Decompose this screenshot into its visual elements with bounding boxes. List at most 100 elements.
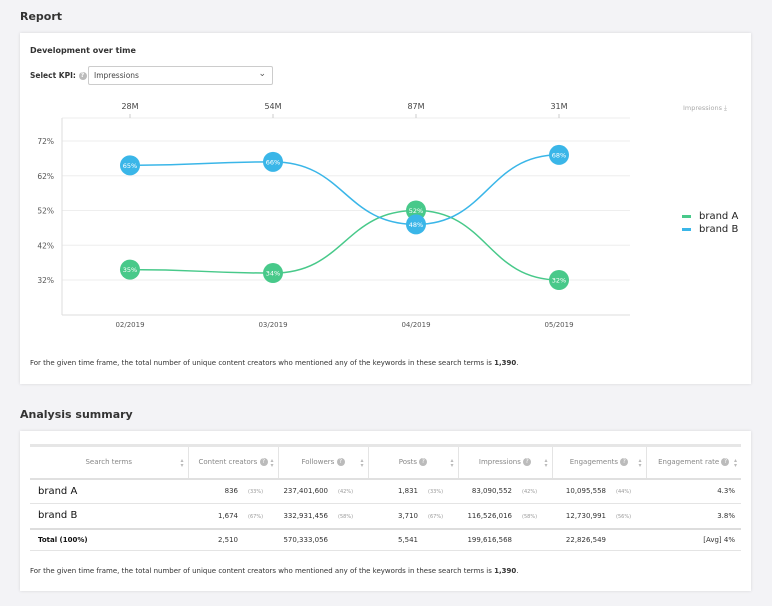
analysis-card: Search terms ▴ ▾ Content creators ? ▴ ▾ Follow… xyxy=(20,431,751,591)
cell-value: 570,333,056 xyxy=(283,535,328,544)
table-cell: 5,541 xyxy=(368,527,458,551)
note-suffix: . xyxy=(516,359,519,367)
cell-share: (67%) xyxy=(428,513,444,520)
kpi-select[interactable]: Impressions ⌄ xyxy=(88,66,273,85)
column-header[interactable]: Engagement rate ? ▴ ▾ xyxy=(646,444,741,480)
chart-legend: brand A brand B xyxy=(682,210,738,236)
data-point xyxy=(263,151,283,172)
cell-value: 3.8% xyxy=(717,511,735,520)
line-chart: 72% 62% 52% 42% 32% 02/2019 28M 03/2019 54M 04/20… xyxy=(37,102,630,329)
row-name: Total (100%) xyxy=(30,527,188,551)
x-tick-label: 03/2019 xyxy=(258,321,287,329)
row-name: brand B xyxy=(30,503,188,529)
legend-swatch xyxy=(682,215,691,218)
development-card: Development over time Select KPI: ? Impr… xyxy=(20,33,751,384)
cell-share: (58%) xyxy=(338,513,354,520)
header-label: Impressions xyxy=(478,458,521,467)
cell-share: (56%) xyxy=(616,513,632,520)
sort-icon[interactable]: ▴ ▾ xyxy=(270,457,274,469)
cell-value: 83,090,552 xyxy=(471,487,512,496)
top-value-label: 28M xyxy=(121,102,138,111)
table-cell: 3.8% xyxy=(646,503,741,529)
legend-swatch xyxy=(682,228,691,231)
table-cell: 570,333,056 xyxy=(278,527,368,551)
cell-value: 332,931,456 xyxy=(283,511,328,520)
cell-value: 1,831 xyxy=(397,487,418,496)
export-label: Impressions xyxy=(683,104,722,112)
info-icon[interactable]: ? xyxy=(620,458,629,467)
data-point xyxy=(120,259,140,280)
note-text: For the given time frame, the total numb… xyxy=(30,567,495,575)
development-note: For the given time frame, the total numb… xyxy=(30,359,518,367)
report-title: Report xyxy=(20,10,63,23)
y-tick-label: 72% xyxy=(37,137,54,146)
y-tick-label: 32% xyxy=(37,276,54,285)
table-cell: 237,401,600 (42%) xyxy=(278,478,368,504)
kpi-label-text: Select KPI: xyxy=(30,71,76,80)
column-header[interactable]: Engagements ? ▴ ▾ xyxy=(552,444,647,480)
analysis-summary-title: Analysis summary xyxy=(20,408,133,421)
header-label: Search terms xyxy=(85,458,133,467)
data-label: 35% xyxy=(123,266,137,274)
column-header[interactable]: Content creators ? ▴ ▾ xyxy=(188,444,279,480)
header-label: Content creators xyxy=(198,458,258,467)
note-value: 1,390 xyxy=(494,359,517,367)
legend-item-brand-b[interactable]: brand B xyxy=(682,223,738,236)
column-header[interactable]: Posts ? ▴ ▾ xyxy=(368,444,459,480)
table-cell: 332,931,456 (58%) xyxy=(278,503,368,529)
info-icon[interactable]: ? xyxy=(336,458,345,467)
summary-table: Search terms ▴ ▾ Content creators ? ▴ ▾ Follow… xyxy=(30,444,741,551)
sort-icon[interactable]: ▴ ▾ xyxy=(638,457,642,469)
cell-value: 5,541 xyxy=(397,535,418,544)
info-icon[interactable]: ? xyxy=(259,458,268,467)
note-text: For the given time frame, the total numb… xyxy=(30,359,495,367)
data-label: 34% xyxy=(266,270,280,278)
series-line-brand-b xyxy=(129,154,560,226)
cell-value: 116,526,016 xyxy=(467,511,512,520)
legend-label: brand A xyxy=(699,211,739,222)
cell-value: 836 xyxy=(224,487,238,496)
table-cell: 199,616,568 xyxy=(458,527,552,551)
sort-icon[interactable]: ▴ ▾ xyxy=(360,457,364,469)
sort-icon[interactable]: ▴ ▾ xyxy=(450,457,454,469)
note-suffix: . xyxy=(516,567,519,575)
info-icon[interactable]: ? xyxy=(78,72,87,80)
sort-icon[interactable]: ▴ ▾ xyxy=(180,457,184,469)
data-label: 68% xyxy=(552,151,566,159)
total-row: Total (100%) 2,510 570,333,056 5,541 199,616… xyxy=(30,527,741,551)
legend-item-brand-a[interactable]: brand A xyxy=(682,210,738,223)
y-tick-label: 62% xyxy=(37,172,54,181)
info-icon[interactable]: ? xyxy=(523,458,532,467)
column-header[interactable]: Followers ? ▴ ▾ xyxy=(278,444,369,480)
cell-value: [Avg] 4% xyxy=(703,535,735,544)
table-row: brand B 1,674 (67%) 332,931,456 (58%) 3,710 (6… xyxy=(30,503,741,529)
sort-icon[interactable]: ▴ ▾ xyxy=(733,457,737,469)
top-value-label: 54M xyxy=(264,102,281,111)
table-cell: 116,526,016 (58%) xyxy=(458,503,552,529)
sort-icon[interactable]: ▴ ▾ xyxy=(544,457,548,469)
cell-value: 10,095,558 xyxy=(565,487,606,496)
column-header[interactable]: Impressions ? ▴ ▾ xyxy=(458,444,553,480)
data-label: 66% xyxy=(266,158,280,166)
table-cell: 12,730,991 (56%) xyxy=(552,503,646,529)
y-tick-label: 52% xyxy=(37,207,54,216)
info-icon[interactable]: ? xyxy=(419,458,428,467)
y-tick-label: 42% xyxy=(37,241,54,250)
data-point xyxy=(549,144,569,165)
column-header[interactable]: Search terms ▴ ▾ xyxy=(30,444,189,480)
cell-value: 199,616,568 xyxy=(467,535,512,544)
cell-value: 22,826,549 xyxy=(565,535,606,544)
info-icon[interactable]: ? xyxy=(721,458,730,467)
cell-value: 4.3% xyxy=(717,487,735,496)
data-label: 52% xyxy=(409,207,423,215)
table-cell: 83,090,552 (42%) xyxy=(458,478,552,504)
cell-value: 1,674 xyxy=(217,511,238,520)
data-point xyxy=(406,214,426,235)
cell-share: (67%) xyxy=(248,513,264,520)
cell-share: (42%) xyxy=(522,489,538,496)
data-point xyxy=(120,155,140,176)
cell-share: (58%) xyxy=(522,513,538,520)
export-button[interactable]: Impressions ⤓ xyxy=(683,104,727,113)
table-cell: 2,510 xyxy=(188,527,278,551)
data-point xyxy=(263,263,283,284)
